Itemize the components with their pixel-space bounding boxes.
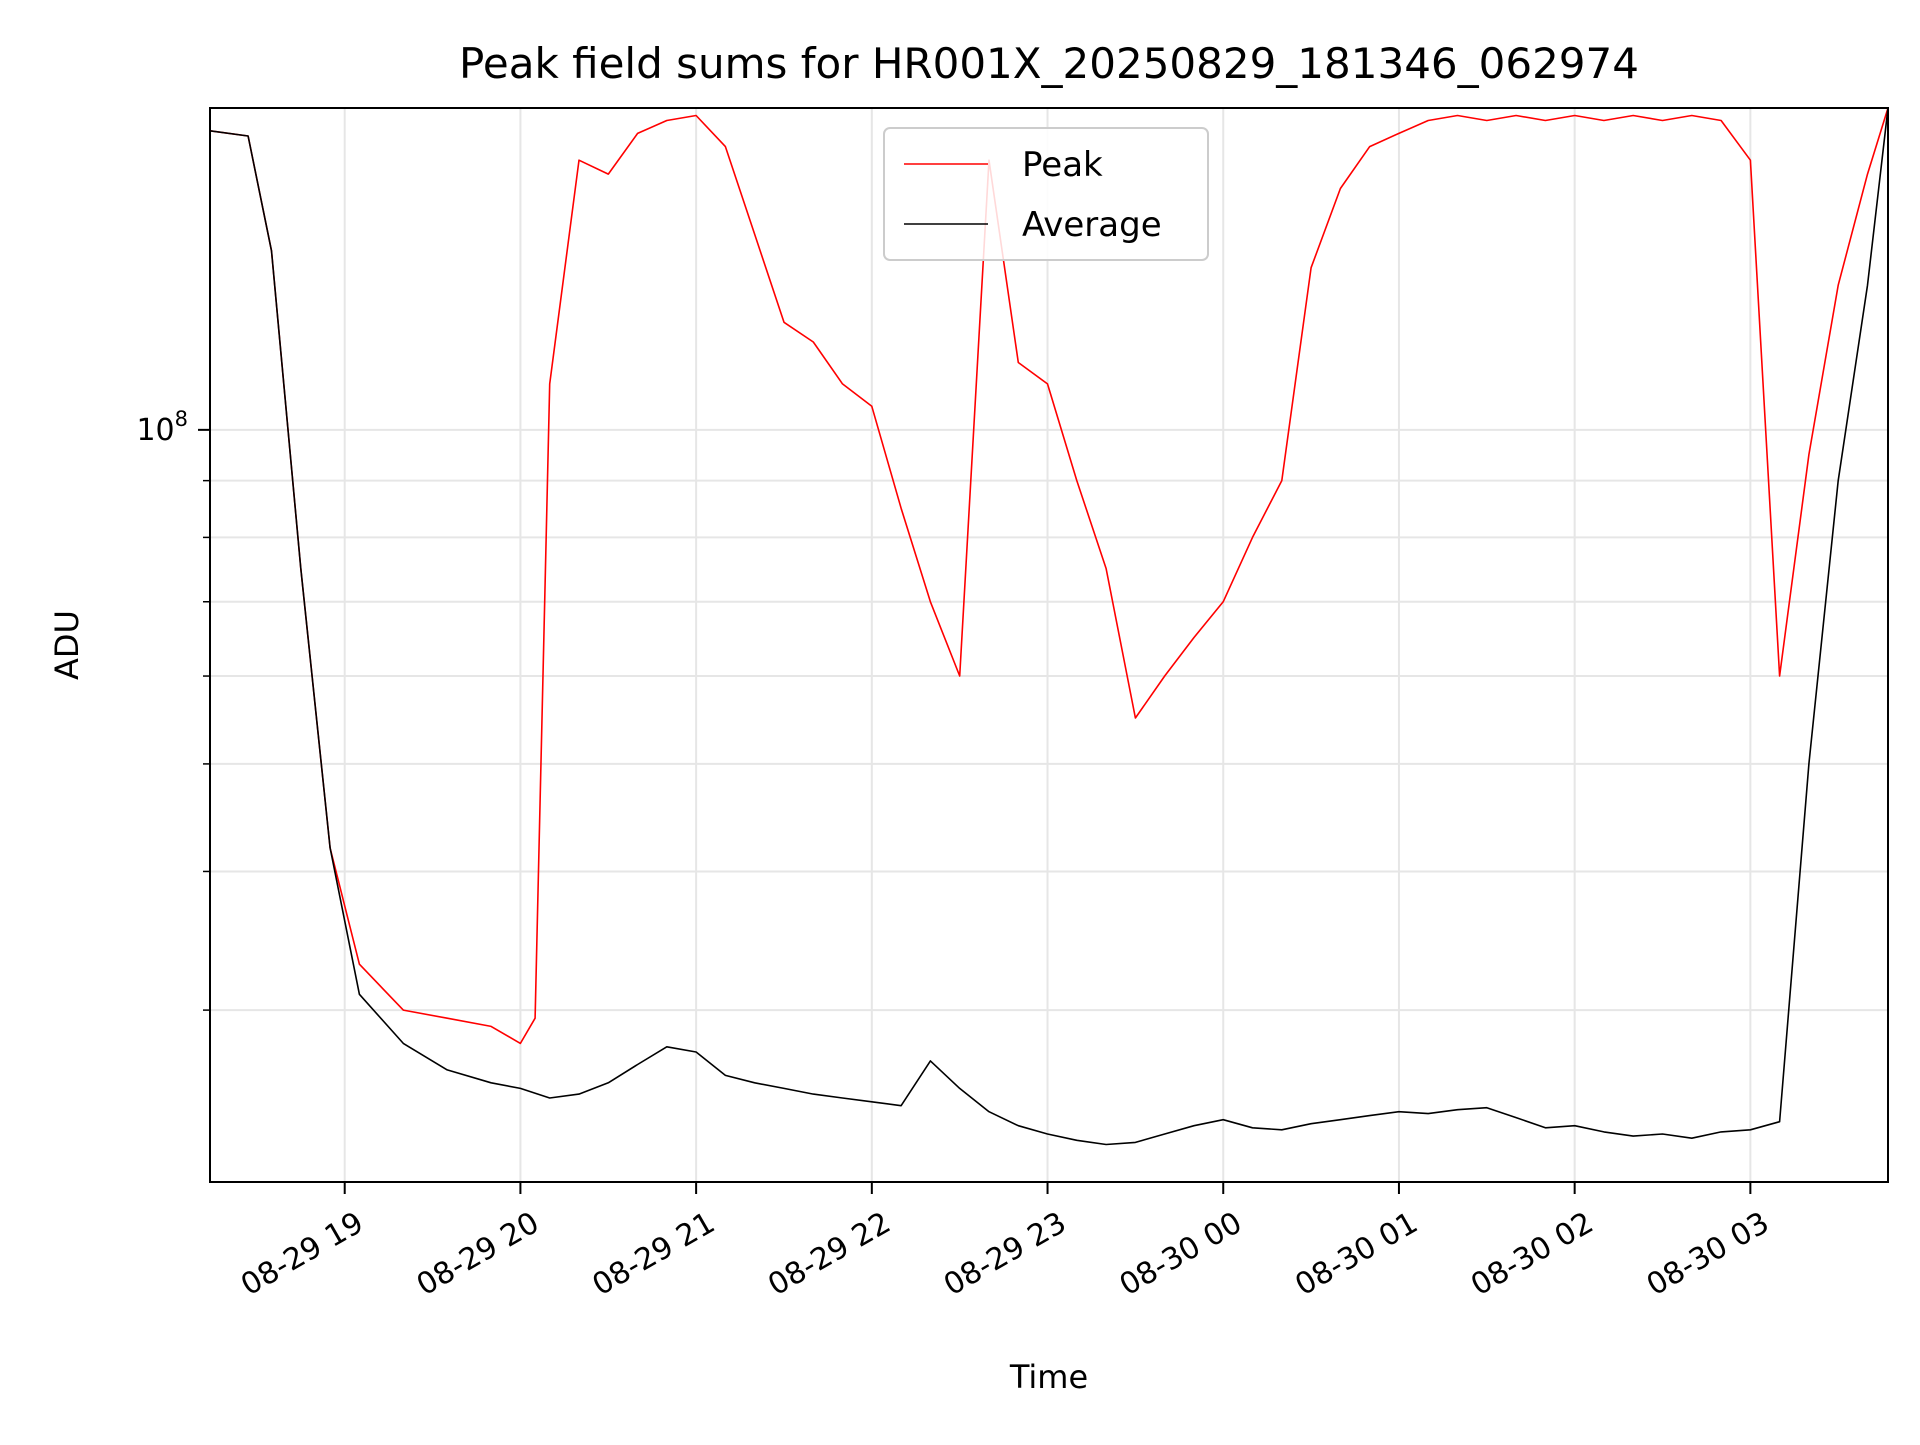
series-line-average bbox=[209, 107, 1889, 1146]
series-line-peak bbox=[209, 107, 1889, 1045]
x-tick-label: 08-29 20 bbox=[411, 1205, 545, 1303]
series-lines bbox=[209, 107, 1889, 1146]
x-tick-label: 08-30 01 bbox=[1289, 1205, 1423, 1303]
y-tick-label-base: 10 bbox=[136, 413, 174, 448]
y-tick-label-exponent: 8 bbox=[175, 407, 188, 431]
legend-label-average: Average bbox=[1022, 205, 1162, 245]
x-tick-label: 08-29 19 bbox=[235, 1205, 369, 1303]
grid-lines bbox=[210, 108, 1888, 1182]
x-axis-label: Time bbox=[1009, 1358, 1088, 1396]
y-tick-label: 108 bbox=[136, 407, 188, 448]
x-tick-label: 08-30 03 bbox=[1641, 1205, 1775, 1303]
x-tick-label: 08-30 02 bbox=[1465, 1205, 1599, 1303]
axis-ticks: 08-29 19 08-29 20 08-29 21 08-29 22 08-29 23… bbox=[136, 407, 1775, 1303]
x-tick-label: 08-29 23 bbox=[938, 1205, 1072, 1303]
x-tick-label: 08-29 21 bbox=[587, 1205, 721, 1303]
legend-label-peak: Peak bbox=[1022, 145, 1103, 185]
x-tick-label: 08-29 22 bbox=[762, 1205, 896, 1303]
y-axis-label: ADU bbox=[48, 610, 86, 680]
x-tick-label: 08-30 00 bbox=[1114, 1205, 1248, 1303]
chart-title: Peak field sums for HR001X_20250829_1813… bbox=[459, 39, 1639, 88]
plot-frame bbox=[209, 107, 1889, 1183]
legend-box bbox=[883, 127, 1209, 261]
legend: Peak Average bbox=[883, 127, 1209, 261]
